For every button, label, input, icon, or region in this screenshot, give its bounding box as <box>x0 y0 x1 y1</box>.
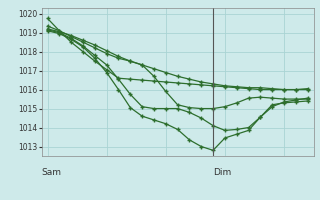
Text: Dim: Dim <box>213 168 231 177</box>
Text: Sam: Sam <box>42 168 61 177</box>
